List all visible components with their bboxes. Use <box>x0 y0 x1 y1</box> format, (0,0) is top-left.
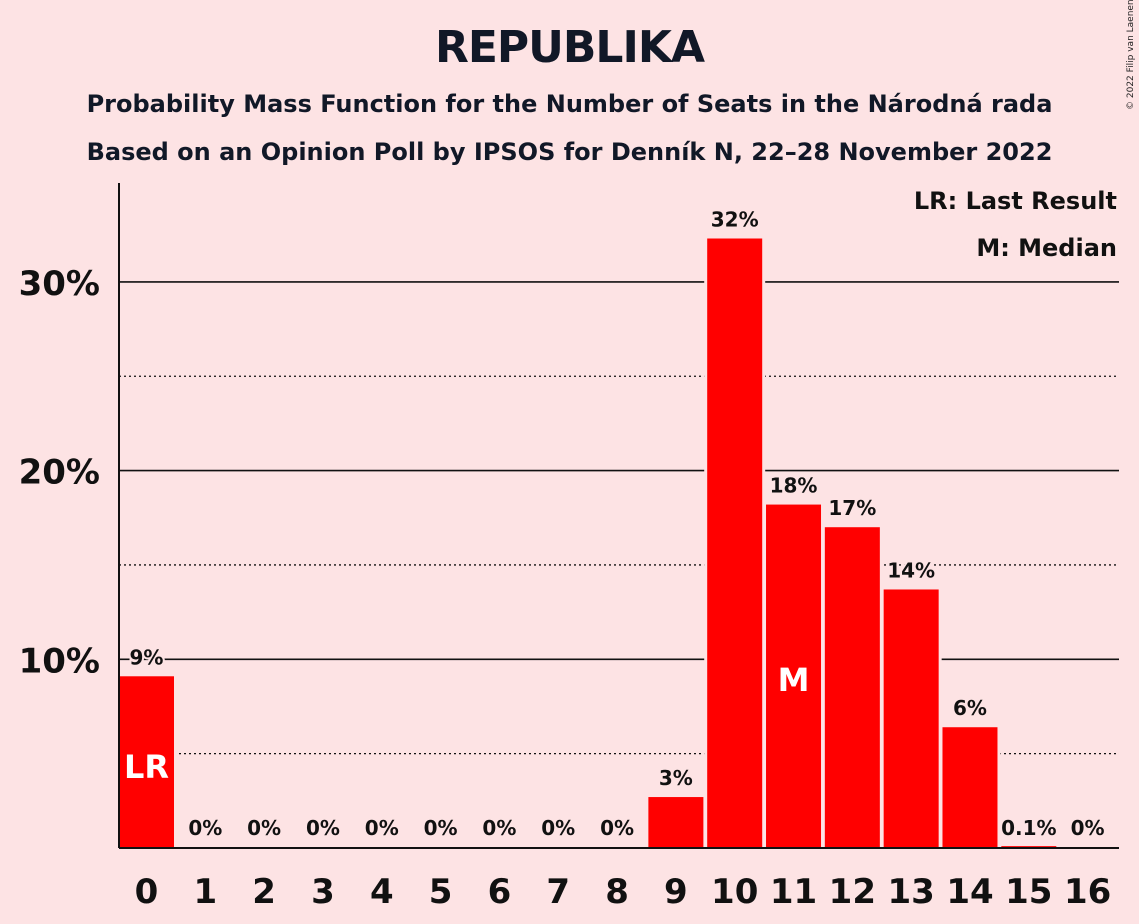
bar <box>942 727 998 848</box>
data-label: 0% <box>247 816 281 840</box>
legend-entry: M: Median <box>976 234 1117 262</box>
x-tick-label: 6 <box>488 872 512 912</box>
x-tick-label: 3 <box>311 872 335 912</box>
x-tick-label: 7 <box>546 872 570 912</box>
y-tick-label: 10% <box>19 641 100 681</box>
data-label: 0% <box>482 816 516 840</box>
bar-halo <box>998 843 1060 848</box>
median-marker: M <box>778 661 810 699</box>
data-label: 0% <box>541 816 575 840</box>
y-tick-label: 20% <box>19 453 100 493</box>
chart-title: REPUBLIKA <box>434 22 705 73</box>
data-label: 0% <box>188 816 222 840</box>
bar <box>648 797 704 848</box>
data-label: 0% <box>365 816 399 840</box>
y-tick-label: 30% <box>19 264 100 304</box>
data-label: 3% <box>659 766 693 790</box>
x-tick-label: 10 <box>711 872 758 912</box>
bar <box>883 589 939 848</box>
bar <box>119 676 174 848</box>
x-tick-label: 5 <box>429 872 453 912</box>
data-label: 0% <box>600 816 634 840</box>
chart-subtitle-source: Based on an Opinion Poll by IPSOS for De… <box>86 138 1053 166</box>
data-label: 0% <box>424 816 458 840</box>
x-tick-label: 2 <box>252 872 276 912</box>
x-tick-label: 16 <box>1064 872 1111 912</box>
data-label: 14% <box>887 558 935 582</box>
data-label: 17% <box>828 496 876 520</box>
x-tick-label: 11 <box>770 872 817 912</box>
x-tick-label: 8 <box>605 872 629 912</box>
x-tick-label: 1 <box>193 872 217 912</box>
data-label: 0% <box>1071 816 1105 840</box>
data-label: 18% <box>770 474 818 498</box>
x-tick-label: 12 <box>829 872 876 912</box>
x-tick-label: 0 <box>135 872 159 912</box>
data-label: 6% <box>953 696 987 720</box>
data-label: 0.1% <box>1001 816 1056 840</box>
chart-subtitle: Probability Mass Function for the Number… <box>86 90 1053 118</box>
bar <box>707 238 763 848</box>
x-tick-label: 4 <box>370 872 394 912</box>
data-label: 32% <box>711 207 759 231</box>
x-tick-label: 15 <box>1005 872 1052 912</box>
bar <box>824 527 880 848</box>
data-label: 9% <box>130 645 164 669</box>
x-tick-label: 13 <box>887 872 934 912</box>
bar <box>766 504 822 848</box>
legend-entry: LR: Last Result <box>914 187 1117 215</box>
x-tick-label: 9 <box>664 872 688 912</box>
last-result-marker: LR <box>124 748 169 786</box>
x-tick-label: 14 <box>946 872 993 912</box>
data-label: 0% <box>306 816 340 840</box>
